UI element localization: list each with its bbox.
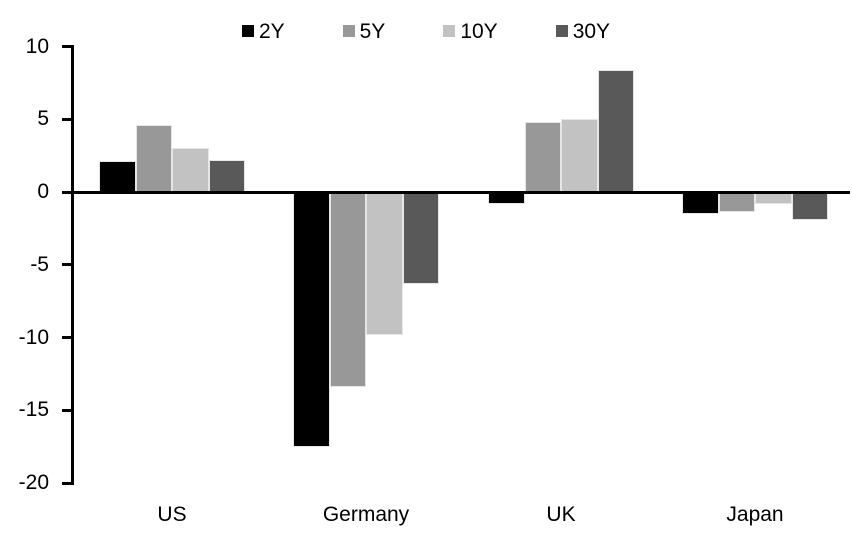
y-axis-tick-label: -20 [18, 471, 49, 494]
y-axis-tick [62, 45, 74, 48]
y-axis-tick-label: -15 [18, 398, 49, 422]
y-axis-tick-label: -5 [30, 252, 49, 276]
y-axis-line [71, 45, 74, 485]
y-axis-tick [62, 117, 74, 121]
y-axis-tick [62, 190, 74, 194]
legend-label-2y: 2Y [258, 19, 285, 43]
x-axis-category-label-japan: Japan [726, 503, 784, 526]
y-axis-tick [62, 263, 74, 267]
x-axis-category-label-uk: UK [546, 503, 576, 526]
x-axis-category-label-germany: Germany [322, 503, 410, 526]
chart-legend: 2Y 5Y 10Y 30Y [0, 17, 852, 45]
bar-japan-5y [718, 192, 755, 213]
legend-swatch-30y [555, 25, 568, 37]
x-axis-category-label-us: US [157, 503, 187, 526]
bar-uk-30y [597, 69, 634, 192]
bar-uk-10y [561, 119, 598, 192]
bar-germany-2y [293, 192, 330, 447]
bar-japan-30y [791, 192, 828, 220]
legend-item-2y: 2Y [241, 19, 285, 43]
legend-label-30y: 30Y [572, 19, 611, 43]
y-axis-tick [62, 481, 74, 485]
legend-item-5y: 5Y [342, 19, 386, 43]
bar-uk-2y [488, 192, 525, 204]
legend-swatch-5y [342, 25, 355, 37]
bar-us-10y [172, 148, 209, 192]
legend-label-5y: 5Y [359, 19, 386, 43]
bar-germany-30y [402, 192, 439, 284]
legend-swatch-2y [241, 25, 254, 37]
bar-us-2y [99, 161, 136, 192]
y-axis-tick-label: -10 [18, 325, 49, 349]
bar-japan-10y [755, 192, 792, 204]
y-axis-tick-label: 10 [25, 34, 49, 58]
y-axis-tick [62, 408, 74, 412]
legend-label-10y: 10Y [460, 19, 498, 43]
y-axis-tick-label: 5 [37, 107, 49, 131]
legend-item-30y: 30Y [555, 19, 611, 43]
zero-axis-line [71, 190, 850, 194]
bar-us-30y [208, 159, 245, 192]
bar-germany-5y [329, 192, 366, 387]
y-axis-tick-label: 0 [37, 180, 49, 203]
bar-uk-5y [524, 122, 561, 192]
bar-japan-2y [682, 192, 719, 214]
bar-germany-10y [366, 192, 403, 335]
bar-us-5y [135, 125, 172, 192]
legend-item-10y: 10Y [443, 19, 498, 43]
y-axis-tick [62, 336, 74, 339]
legend-swatch-10y [443, 25, 456, 37]
